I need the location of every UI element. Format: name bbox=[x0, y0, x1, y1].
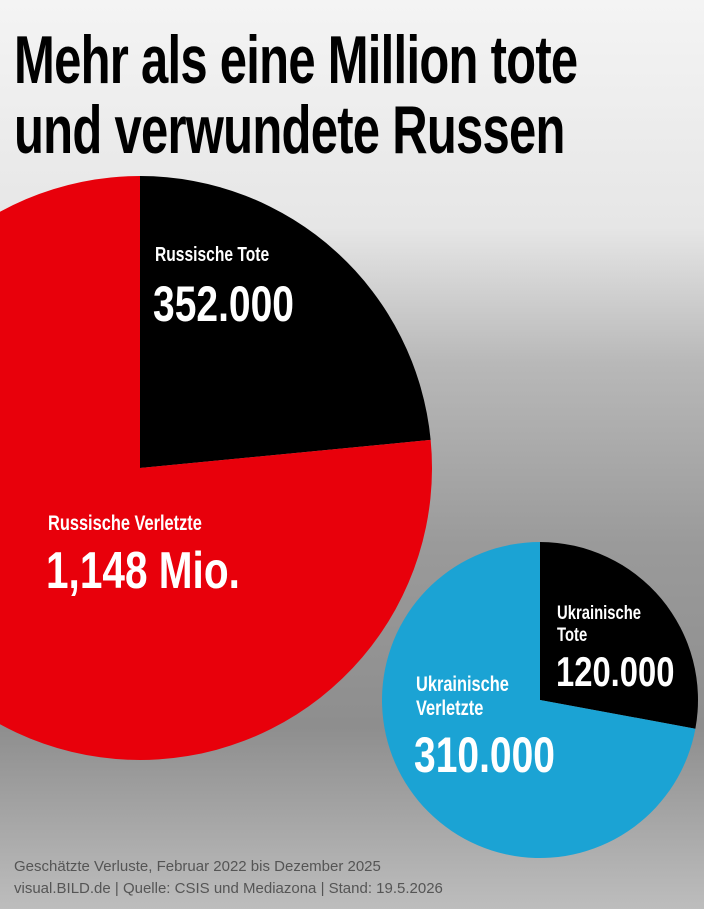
title-line: Mehr als eine Million tote bbox=[14, 22, 578, 98]
footer-source: visual.BILD.de | Quelle: CSIS und Mediaz… bbox=[14, 880, 443, 897]
slice-value: 1,148 Mio. bbox=[46, 542, 240, 600]
slice-category: Ukrainische Verletzte bbox=[416, 673, 509, 721]
slice-category: Ukrainische Tote bbox=[557, 603, 642, 646]
slice-value: 310.000 bbox=[414, 727, 555, 783]
pie-slice bbox=[0, 176, 432, 760]
slice-value: 352.000 bbox=[153, 276, 294, 332]
slice-category: Russische Verletzte bbox=[48, 512, 202, 535]
slice-value: 120.000 bbox=[556, 648, 675, 695]
footer-note: Geschätzte Verluste, Februar 2022 bis De… bbox=[14, 858, 381, 875]
pie-slice bbox=[381, 542, 696, 858]
slice-category: Russische Tote bbox=[155, 244, 270, 266]
pie-slice bbox=[540, 542, 698, 729]
title-line: und verwundete Russen bbox=[14, 92, 565, 168]
pie-slice bbox=[140, 176, 431, 468]
